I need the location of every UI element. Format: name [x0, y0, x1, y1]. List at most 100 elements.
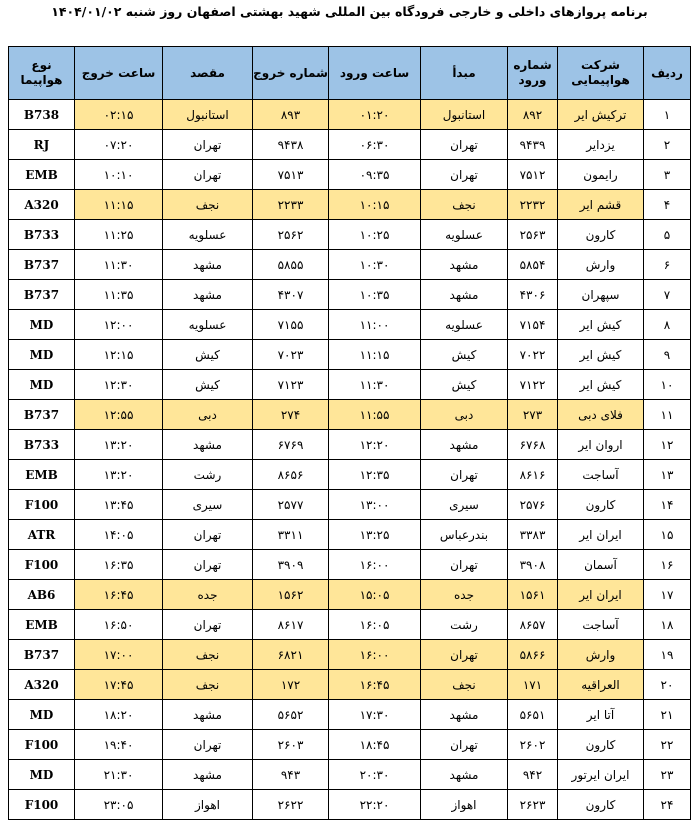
- flight-row: ۲۴ کارون ۲۶۲۳ اهواز ۲۲:۲۰ ۲۶۲۲ اهواز ۲۳:۰۵ F100: [8, 789, 691, 820]
- table-cell: یزدایر: [557, 129, 644, 160]
- table-cell: کیش: [420, 369, 508, 400]
- table-cell: B733: [8, 219, 75, 250]
- flight-row: ۱۲ اروان ایر ۶۷۶۸ مشهد ۱۲:۲۰ ۶۷۶۹ مشهد ۱۳:۲۰ B73…: [8, 429, 691, 460]
- table-cell: ۱۶:۴۵: [74, 579, 163, 610]
- table-cell: مشهد: [420, 759, 508, 790]
- flight-row: ۱۱ فلای دبی ۲۷۳ دبی ۱۱:۵۵ ۲۷۴ دبی ۱۲:۵۵ B737: [8, 399, 691, 430]
- table-cell: ترکیش ایر: [557, 99, 644, 130]
- table-cell: کیش ایر: [557, 369, 644, 400]
- table-cell: نجف: [162, 639, 253, 670]
- flight-row: ۱۸ آساجت ۸۶۵۷ رشت ۱۶:۰۵ ۸۶۱۷ تهران ۱۶:۵۰ EMB: [8, 609, 691, 640]
- table-cell: ۱۸:۴۵: [328, 729, 421, 760]
- table-cell: ۲۲۳۳: [252, 189, 329, 220]
- table-cell: ۱۶:۰۰: [328, 549, 421, 580]
- table-cell: ۷۱۵۴: [507, 309, 558, 340]
- table-cell: EMB: [8, 609, 75, 640]
- table-cell: ۱۲:۱۵: [74, 339, 163, 370]
- table-cell: ۱۷:۳۰: [328, 699, 421, 730]
- table-cell: اروان ایر: [557, 429, 644, 460]
- table-cell: سپهران: [557, 279, 644, 310]
- table-cell: بندرعباس: [420, 519, 508, 550]
- table-cell: مشهد: [420, 249, 508, 280]
- flight-row: ۱۵ ایران ایر ۳۳۸۳ بندرعباس ۱۳:۲۵ ۳۳۱۱ تهران ۱۴:…: [8, 519, 691, 550]
- table-cell: مشهد: [162, 699, 253, 730]
- table-cell: اهواز: [420, 789, 508, 820]
- table-cell: ۱۹:۴۰: [74, 729, 163, 760]
- table-cell: قشم ایر: [557, 189, 644, 220]
- table-cell: ۱۲:۵۵: [74, 399, 163, 430]
- column-header: ساعت ورود: [328, 46, 421, 100]
- table-cell: ۰۲:۱۵: [74, 99, 163, 130]
- table-cell: آساجت: [557, 459, 644, 490]
- table-cell: مشهد: [162, 279, 253, 310]
- table-cell: AB6: [8, 579, 75, 610]
- table-cell: ۱۰:۱۵: [328, 189, 421, 220]
- table-cell: ۶۸۲۱: [252, 639, 329, 670]
- table-cell: ۱۸:۲۰: [74, 699, 163, 730]
- table-cell: ۱۱:۵۵: [328, 399, 421, 430]
- table-cell: کیش ایر: [557, 309, 644, 340]
- table-cell: ۱۱:۱۵: [328, 339, 421, 370]
- table-cell: MD: [8, 339, 75, 370]
- flight-row: ۴ قشم ایر ۲۲۳۲ نجف ۱۰:۱۵ ۲۲۳۳ نجف ۱۱:۱۵ A320: [8, 189, 691, 220]
- table-cell: ۶۷۶۸: [507, 429, 558, 460]
- table-cell: ۸۶۵۶: [252, 459, 329, 490]
- table-cell: ۱۷:۴۵: [74, 669, 163, 700]
- column-header: ردیف: [643, 46, 691, 100]
- table-cell: ۱۲:۰۰: [74, 309, 163, 340]
- table-cell: ۳۹۰۹: [252, 549, 329, 580]
- table-cell: استانبول: [420, 99, 508, 130]
- flight-row: ۲۲ کارون ۲۶۰۲ تهران ۱۸:۴۵ ۲۶۰۳ تهران ۱۹:۴۰ F100: [8, 729, 691, 760]
- flight-row: ۳ رایمون ۷۵۱۲ تهران ۰۹:۳۵ ۷۵۱۳ تهران ۱۰:۱۰ EMB: [8, 159, 691, 190]
- table-cell: ۲۵۶۲: [252, 219, 329, 250]
- table-cell: ۷: [643, 279, 691, 310]
- table-cell: ۲۵۷۷: [252, 489, 329, 520]
- table-cell: مشهد: [162, 759, 253, 790]
- table-cell: ۹۴۲: [507, 759, 558, 790]
- table-cell: ۳: [643, 159, 691, 190]
- table-cell: ۱۱:۲۵: [74, 219, 163, 250]
- table-cell: عسلویه: [420, 309, 508, 340]
- table-cell: تهران: [162, 729, 253, 760]
- table-cell: ۴۳۰۷: [252, 279, 329, 310]
- table-cell: تهران: [420, 639, 508, 670]
- table-cell: نجف: [420, 189, 508, 220]
- header-row: ردیف شرکت هواپیمایی شماره ورود مبدأ ساعت ورو…: [8, 46, 691, 100]
- table-cell: B737: [8, 639, 75, 670]
- table-cell: سیری: [420, 489, 508, 520]
- table-cell: ۹: [643, 339, 691, 370]
- table-cell: تهران: [162, 519, 253, 550]
- flight-row: ۱۷ ایران ایر ۱۵۶۱ جده ۱۵:۰۵ ۱۵۶۲ جده ۱۶:۴۵ AB6: [8, 579, 691, 610]
- table-cell: ۲۶۰۳: [252, 729, 329, 760]
- column-header: مبدأ: [420, 46, 508, 100]
- column-header: مقصد: [162, 46, 253, 100]
- table-cell: ۲۵۷۶: [507, 489, 558, 520]
- table-cell: ۱۰:۳۵: [328, 279, 421, 310]
- table-cell: ۹۴۳: [252, 759, 329, 790]
- table-cell: ۱۶:۰۵: [328, 609, 421, 640]
- table-cell: ۱: [643, 99, 691, 130]
- table-cell: ۸۹۲: [507, 99, 558, 130]
- table-cell: ۲۷۴: [252, 399, 329, 430]
- flight-row: ۲ یزدایر ۹۴۳۹ تهران ۰۶:۳۰ ۹۴۳۸ تهران ۰۷:۲۰ RJ: [8, 129, 691, 160]
- table-cell: ۱۲:۳۵: [328, 459, 421, 490]
- flight-row: ۲۰ العراقیه ۱۷۱ نجف ۱۶:۴۵ ۱۷۲ نجف ۱۷:۴۵ A320: [8, 669, 691, 700]
- table-cell: ۰۹:۳۵: [328, 159, 421, 190]
- table-cell: ۲۳: [643, 759, 691, 790]
- table-cell: جده: [162, 579, 253, 610]
- page-title: برنامه پروازهای داخلی و خارجی فرودگاه بی…: [51, 4, 648, 19]
- table-cell: ۱۰: [643, 369, 691, 400]
- flight-row: ۲۱ آتا ایر ۵۶۵۱ مشهد ۱۷:۳۰ ۵۶۵۲ مشهد ۱۸:۲۰ MD: [8, 699, 691, 730]
- table-cell: تهران: [420, 459, 508, 490]
- table-cell: ۱۱:۳۰: [74, 249, 163, 280]
- table-cell: تهران: [420, 129, 508, 160]
- table-cell: ۲۴: [643, 789, 691, 820]
- table-cell: ۲۰:۳۰: [328, 759, 421, 790]
- table-cell: EMB: [8, 459, 75, 490]
- table-cell: تهران: [420, 159, 508, 190]
- table-cell: تهران: [162, 549, 253, 580]
- table-cell: کیش: [162, 339, 253, 370]
- table-cell: F100: [8, 729, 75, 760]
- flight-row: ۵ کارون ۲۵۶۳ عسلویه ۱۰:۲۵ ۲۵۶۲ عسلویه ۱۱:۲۵ B733: [8, 219, 691, 250]
